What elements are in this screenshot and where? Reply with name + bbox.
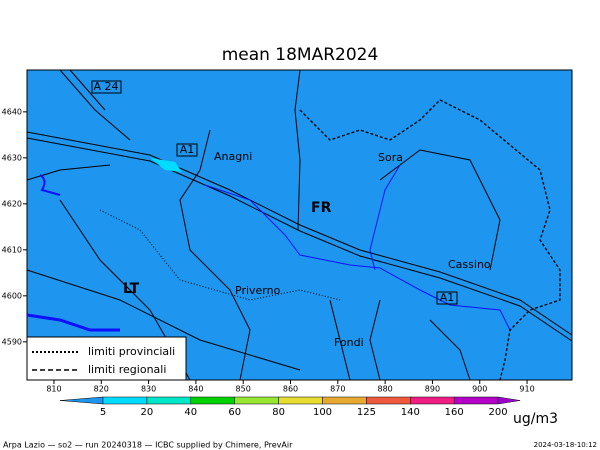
plume [150,158,182,172]
x-tick-label: 910 [519,385,534,394]
colorbar-label: 100 [313,407,332,418]
x-tick-label: 820 [94,385,109,394]
colorbar-segment [410,396,455,405]
x-tick-label: 830 [141,385,156,394]
road-label: A1 [440,291,455,304]
x-tick-label: 850 [236,385,251,394]
footer-right: 2024-03-18-10:12 [534,441,597,449]
colorbar-segment [366,396,411,405]
road-box [436,291,458,305]
place-label: Cassino [448,258,491,271]
colorbar-label: 60 [228,407,241,418]
footer-left: Arpa Lazio — so2 — run 20240318 — ICBC s… [3,441,293,450]
colorbar-label: 200 [489,407,508,418]
y-tick-label: 4610 [2,245,22,254]
x-tick-label: 890 [425,385,440,394]
colorbar-segment [146,396,192,405]
colorbar-segment [278,396,323,405]
colorbar-segment [453,396,499,405]
colorbar: 5 20 40 60 80 100 125 140 160 200 [59,396,521,418]
colorbar-unit: ug/m3 [513,411,558,427]
x-tick-label: 810 [46,385,61,394]
x-tick-label: 880 [377,385,392,394]
legend-box [26,336,187,381]
road-label: A 24 [93,80,118,93]
place-label: Fondi [334,336,364,349]
road-box [91,80,122,94]
place-label: Anagni [214,150,252,163]
colorbar-segment [322,396,367,405]
colorbar-label: 80 [272,407,285,418]
colorbar-segment [102,396,148,405]
title: mean 18MAR2024 [222,45,379,65]
legend-label: limiti regionali [88,363,166,376]
province-label: LT [123,281,140,297]
x-tick-label: 840 [188,385,203,394]
map-labels: A 24 A1 A1 Anagni Sora FR Cassino LT Pri… [91,80,491,349]
y-tick-label: 4620 [2,199,22,208]
colorbar-label: 5 [100,407,106,418]
colorbar-arrow [497,396,521,405]
colorbar-label: 40 [184,407,197,418]
colorbar-label: 125 [357,407,376,418]
legend: limiti provinciali limiti regionali [26,336,187,381]
place-label: Priverno [235,284,281,297]
road-box [176,143,198,157]
y-tick-label: 4600 [2,291,22,300]
x-tick-label: 870 [330,385,345,394]
province-label: FR [311,200,332,216]
y-tick-label: 4630 [2,153,22,162]
y-tick-label: 4590 [2,337,22,346]
colorbar-label: 140 [401,407,420,418]
colorbar-label: 160 [445,407,464,418]
colorbar-segment [190,396,235,405]
colorbar-label: 20 [141,407,154,418]
road-label: A1 [180,143,195,156]
place-label: Sora [378,151,403,164]
y-tick-label: 4640 [2,107,22,116]
colorbar-segment [234,396,279,405]
colorbar-arrow [59,396,104,405]
x-tick-label: 900 [472,385,487,394]
legend-label: limiti provinciali [88,345,175,358]
x-tick-label: 860 [283,385,298,394]
